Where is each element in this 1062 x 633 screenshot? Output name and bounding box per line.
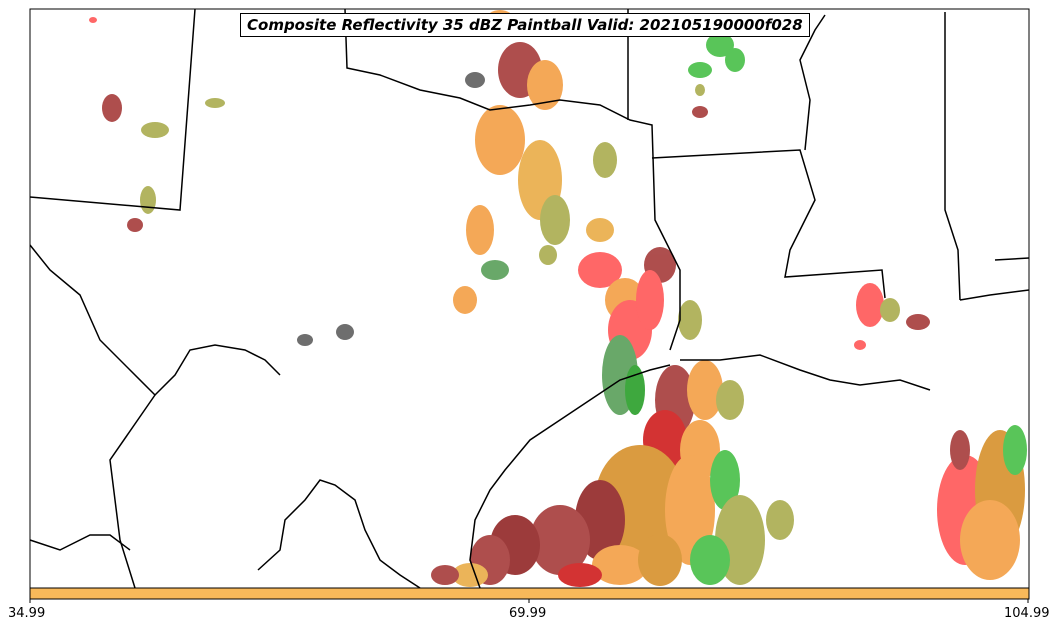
- reflectivity-layer: [89, 10, 1027, 587]
- colorbar-tick-label: 34.99: [8, 606, 46, 621]
- boundary-lines: [29, 8, 1030, 589]
- map-title: Composite Reflectivity 35 dBZ Paintball …: [240, 13, 810, 37]
- colorbar-tick-label: 69.99: [509, 606, 547, 621]
- colorbar: [29, 587, 1030, 600]
- colorbar-tick-label: 104.99: [1004, 606, 1050, 621]
